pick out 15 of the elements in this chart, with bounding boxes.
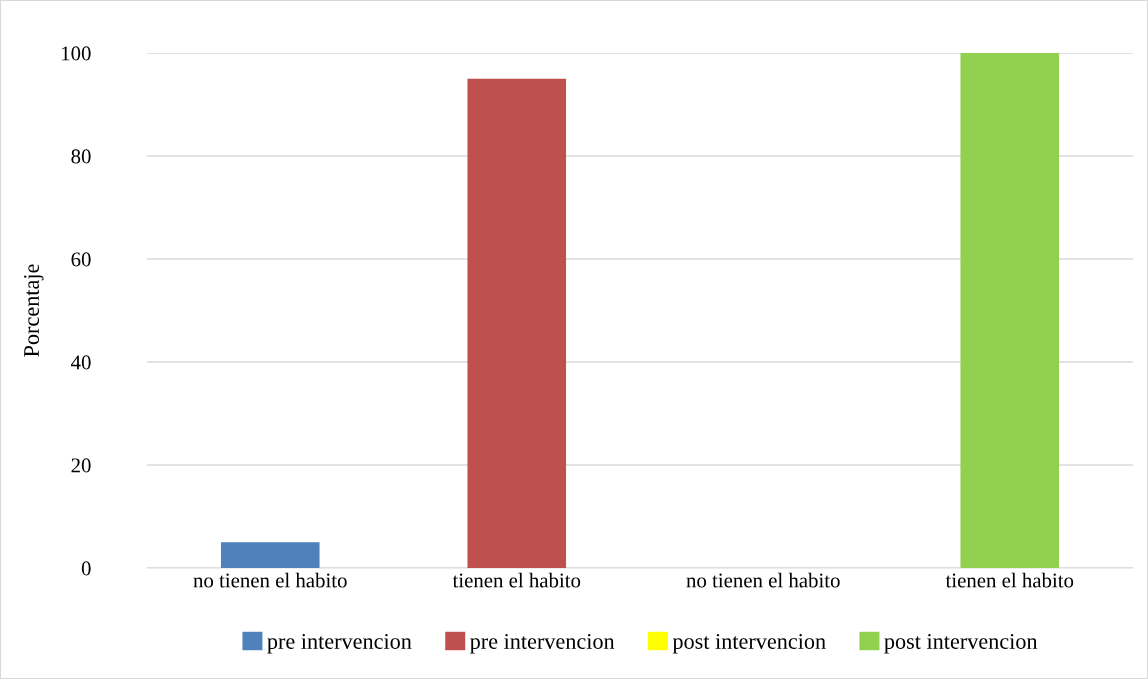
y-tick-label: 100	[62, 46, 91, 61]
legend-label: post intervencion	[672, 633, 826, 654]
y-tick-label: 80	[71, 149, 91, 164]
x-tick-label: tienen el habito	[452, 572, 581, 588]
x-tick-label: tienen el habito	[945, 572, 1074, 588]
y-tick-label: 60	[71, 252, 91, 267]
legend-label: pre intervencion	[470, 633, 615, 654]
y-tick-label: 0	[81, 561, 91, 576]
legend-label: pre intervencion	[267, 633, 412, 654]
x-tick-label: no tienen el habito	[686, 572, 840, 588]
y-tick-label: 20	[71, 458, 91, 473]
y-axis-title: Porcentaje	[24, 264, 44, 357]
y-tick-label: 40	[71, 355, 91, 370]
x-tick-label: no tienen el habito	[193, 572, 347, 588]
legend-label: post intervencion	[884, 633, 1038, 654]
